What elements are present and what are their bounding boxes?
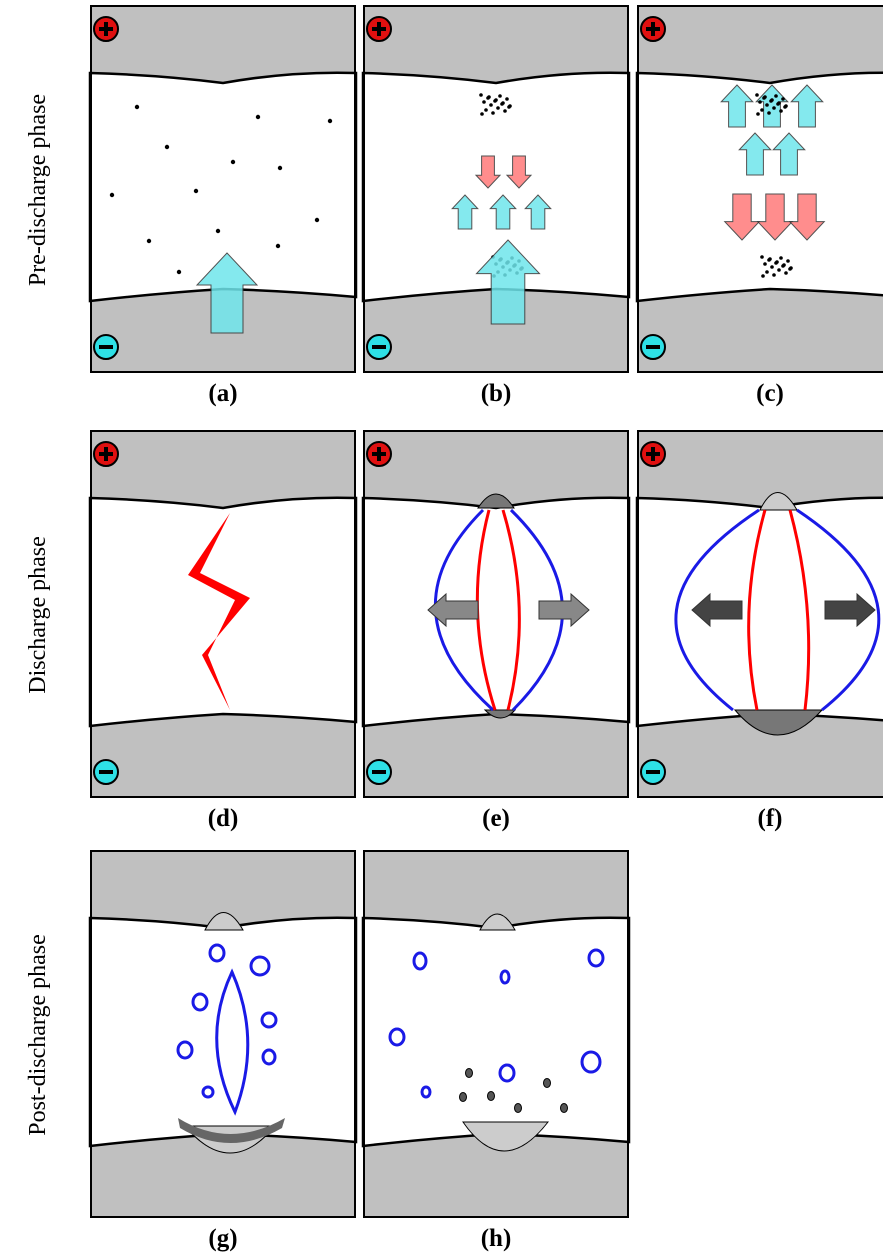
particle <box>482 100 486 104</box>
panel-label: (a) <box>208 380 237 407</box>
particle <box>276 244 280 248</box>
particle <box>484 108 488 112</box>
panel <box>637 430 883 798</box>
panel <box>90 5 356 373</box>
particle <box>135 105 139 109</box>
debris <box>460 1093 467 1102</box>
particle <box>774 94 778 98</box>
particle <box>147 239 151 243</box>
particle <box>487 95 491 99</box>
particle <box>782 263 786 267</box>
row-label: Pre-discharge phase <box>25 94 51 286</box>
debris <box>561 1104 568 1113</box>
panel-label: (f) <box>758 805 783 832</box>
particle <box>767 111 771 115</box>
panel <box>637 5 883 373</box>
particle <box>494 98 498 102</box>
particle <box>501 101 505 105</box>
particle <box>256 115 260 119</box>
panel-label: (e) <box>482 805 510 832</box>
dielectric-gap <box>637 73 883 301</box>
particle <box>763 262 767 266</box>
particle <box>231 160 235 164</box>
particle <box>328 119 332 123</box>
particle <box>498 94 502 98</box>
debris <box>515 1104 522 1113</box>
particle <box>784 271 788 275</box>
particle <box>177 270 181 274</box>
particle <box>768 257 772 261</box>
particle <box>765 270 769 274</box>
panel-label: (d) <box>208 805 239 832</box>
figure: Pre-discharge phase Discharge phase Post… <box>0 0 883 1258</box>
particle <box>789 266 793 270</box>
panel <box>363 850 629 1218</box>
particle <box>760 255 764 259</box>
debris <box>488 1092 495 1101</box>
particle <box>765 103 769 107</box>
particle <box>781 97 785 101</box>
particle <box>489 103 493 107</box>
dielectric-gap <box>90 498 356 726</box>
particle <box>110 193 114 197</box>
particle <box>505 97 509 101</box>
panel <box>363 5 629 373</box>
particle <box>758 100 762 104</box>
particle <box>777 101 781 105</box>
debris <box>466 1069 473 1078</box>
particle <box>165 145 169 149</box>
row-label: Post-discharge phase <box>25 934 51 1136</box>
particle <box>479 93 483 97</box>
particle <box>770 265 774 269</box>
panel-label: (c) <box>756 380 784 407</box>
particle <box>278 166 282 170</box>
particle <box>786 259 790 263</box>
particle <box>508 104 512 108</box>
particle <box>772 106 776 110</box>
particle <box>315 218 319 222</box>
particle <box>770 98 774 102</box>
particle <box>756 112 760 116</box>
particle <box>194 189 198 193</box>
particle <box>503 109 507 113</box>
debris <box>544 1079 551 1088</box>
particle <box>480 112 484 116</box>
panel <box>90 850 356 1218</box>
particle <box>755 93 759 97</box>
particle <box>491 111 495 115</box>
particle <box>772 273 776 277</box>
row-label: Discharge phase <box>25 536 51 694</box>
panel-label: (g) <box>208 1225 237 1252</box>
particle <box>779 256 783 260</box>
panel-label: (h) <box>481 1225 512 1252</box>
panel <box>363 430 629 798</box>
panel <box>90 430 356 798</box>
particle <box>760 108 764 112</box>
particle <box>496 106 500 110</box>
particle <box>761 274 765 278</box>
particle <box>775 260 779 264</box>
particle <box>779 109 783 113</box>
panel-label: (b) <box>481 380 512 407</box>
particle <box>777 268 781 272</box>
particle <box>216 229 220 233</box>
particle <box>763 95 767 99</box>
particle <box>784 104 788 108</box>
dielectric-gap <box>363 498 629 726</box>
